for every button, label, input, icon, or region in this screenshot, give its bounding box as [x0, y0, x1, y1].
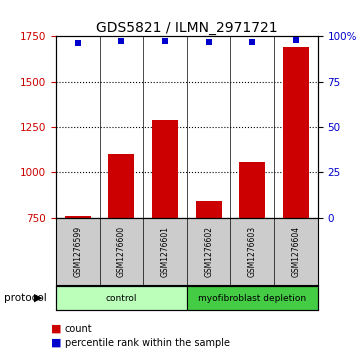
Text: GSM1276604: GSM1276604: [291, 226, 300, 277]
Point: [249, 39, 255, 45]
Text: ■: ■: [51, 338, 61, 348]
Bar: [65, 216, 91, 218]
Bar: [56, 286, 187, 310]
Text: control: control: [106, 294, 137, 302]
Text: GSM1276601: GSM1276601: [161, 226, 170, 277]
Bar: [283, 47, 309, 218]
Text: protocol: protocol: [4, 293, 46, 303]
Bar: [239, 163, 265, 218]
Point: [118, 38, 124, 44]
Text: ■: ■: [51, 323, 61, 334]
Title: GDS5821 / ILMN_2971721: GDS5821 / ILMN_2971721: [96, 21, 278, 35]
Text: ▶: ▶: [34, 293, 42, 303]
Point: [293, 37, 299, 43]
Text: GSM1276600: GSM1276600: [117, 226, 126, 277]
Point: [162, 38, 168, 44]
Text: GSM1276603: GSM1276603: [248, 226, 257, 277]
Bar: [187, 286, 318, 310]
Text: percentile rank within the sample: percentile rank within the sample: [65, 338, 230, 348]
Point: [75, 40, 81, 46]
Text: myofibroblast depletion: myofibroblast depletion: [198, 294, 306, 302]
Bar: [152, 120, 178, 218]
Bar: [108, 154, 135, 218]
Text: GSM1276599: GSM1276599: [73, 226, 82, 277]
Point: [206, 39, 212, 45]
Text: GSM1276602: GSM1276602: [204, 226, 213, 277]
Bar: [196, 200, 222, 218]
Text: count: count: [65, 323, 93, 334]
